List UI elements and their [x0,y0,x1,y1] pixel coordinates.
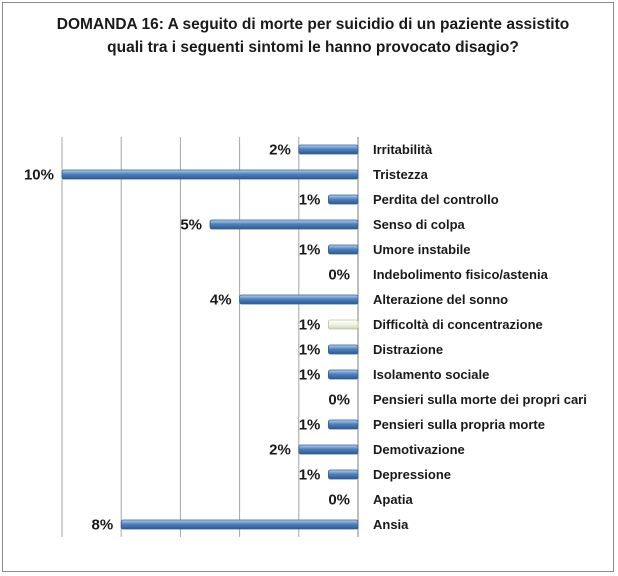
category-label: Pensieri sulla propria morte [373,417,545,432]
data-label: 1% [299,417,321,434]
data-label: 1% [299,242,321,259]
data-label: 1% [299,342,321,359]
data-label: 4% [210,292,232,309]
bar [327,419,359,430]
bar [327,244,359,255]
bar [327,319,359,330]
data-label: 1% [299,192,321,209]
category-label: Alterazione del sonno [373,292,508,307]
category-label: Isolamento sociale [373,367,489,382]
category-label: Umore instabile [373,242,471,257]
data-label: 2% [269,142,291,159]
category-label: Senso di colpa [373,217,466,232]
bar [327,469,359,480]
category-label: Demotivazione [373,442,465,457]
data-label: 1% [299,467,321,484]
data-label: 8% [92,517,114,534]
bar [327,369,359,380]
bar [239,294,359,305]
category-label: Indebolimento fisico/astenia [373,267,549,282]
data-label: 1% [299,367,321,384]
data-label: 2% [269,442,291,459]
bar [61,169,359,180]
data-label: 0% [328,492,350,509]
category-label: Apatia [373,492,414,507]
category-label: Tristezza [373,167,429,182]
chart-title: DOMANDA 16: A seguito di morte per suici… [56,16,570,56]
bar [327,344,359,355]
category-label: Irritabilità [373,142,433,157]
data-label: 0% [328,392,350,409]
bar [298,444,359,455]
category-label: Perdita del controllo [373,192,499,207]
data-label: 10% [24,167,54,184]
category-label: Difficoltà di concentrazione [373,317,543,332]
data-label: 0% [328,267,350,284]
data-label: 5% [180,217,202,234]
data-label: 1% [299,317,321,334]
category-label: Depressione [373,467,451,482]
category-label: Distrazione [373,342,443,357]
bar [327,194,359,205]
bar [209,219,359,230]
bar [298,144,359,155]
bar [120,519,359,530]
chart-frame: DOMANDA 16: A seguito di morte per suici… [2,2,614,572]
category-label: Pensieri sulla morte dei propri cari [373,392,587,407]
category-label: Ansia [373,517,409,532]
